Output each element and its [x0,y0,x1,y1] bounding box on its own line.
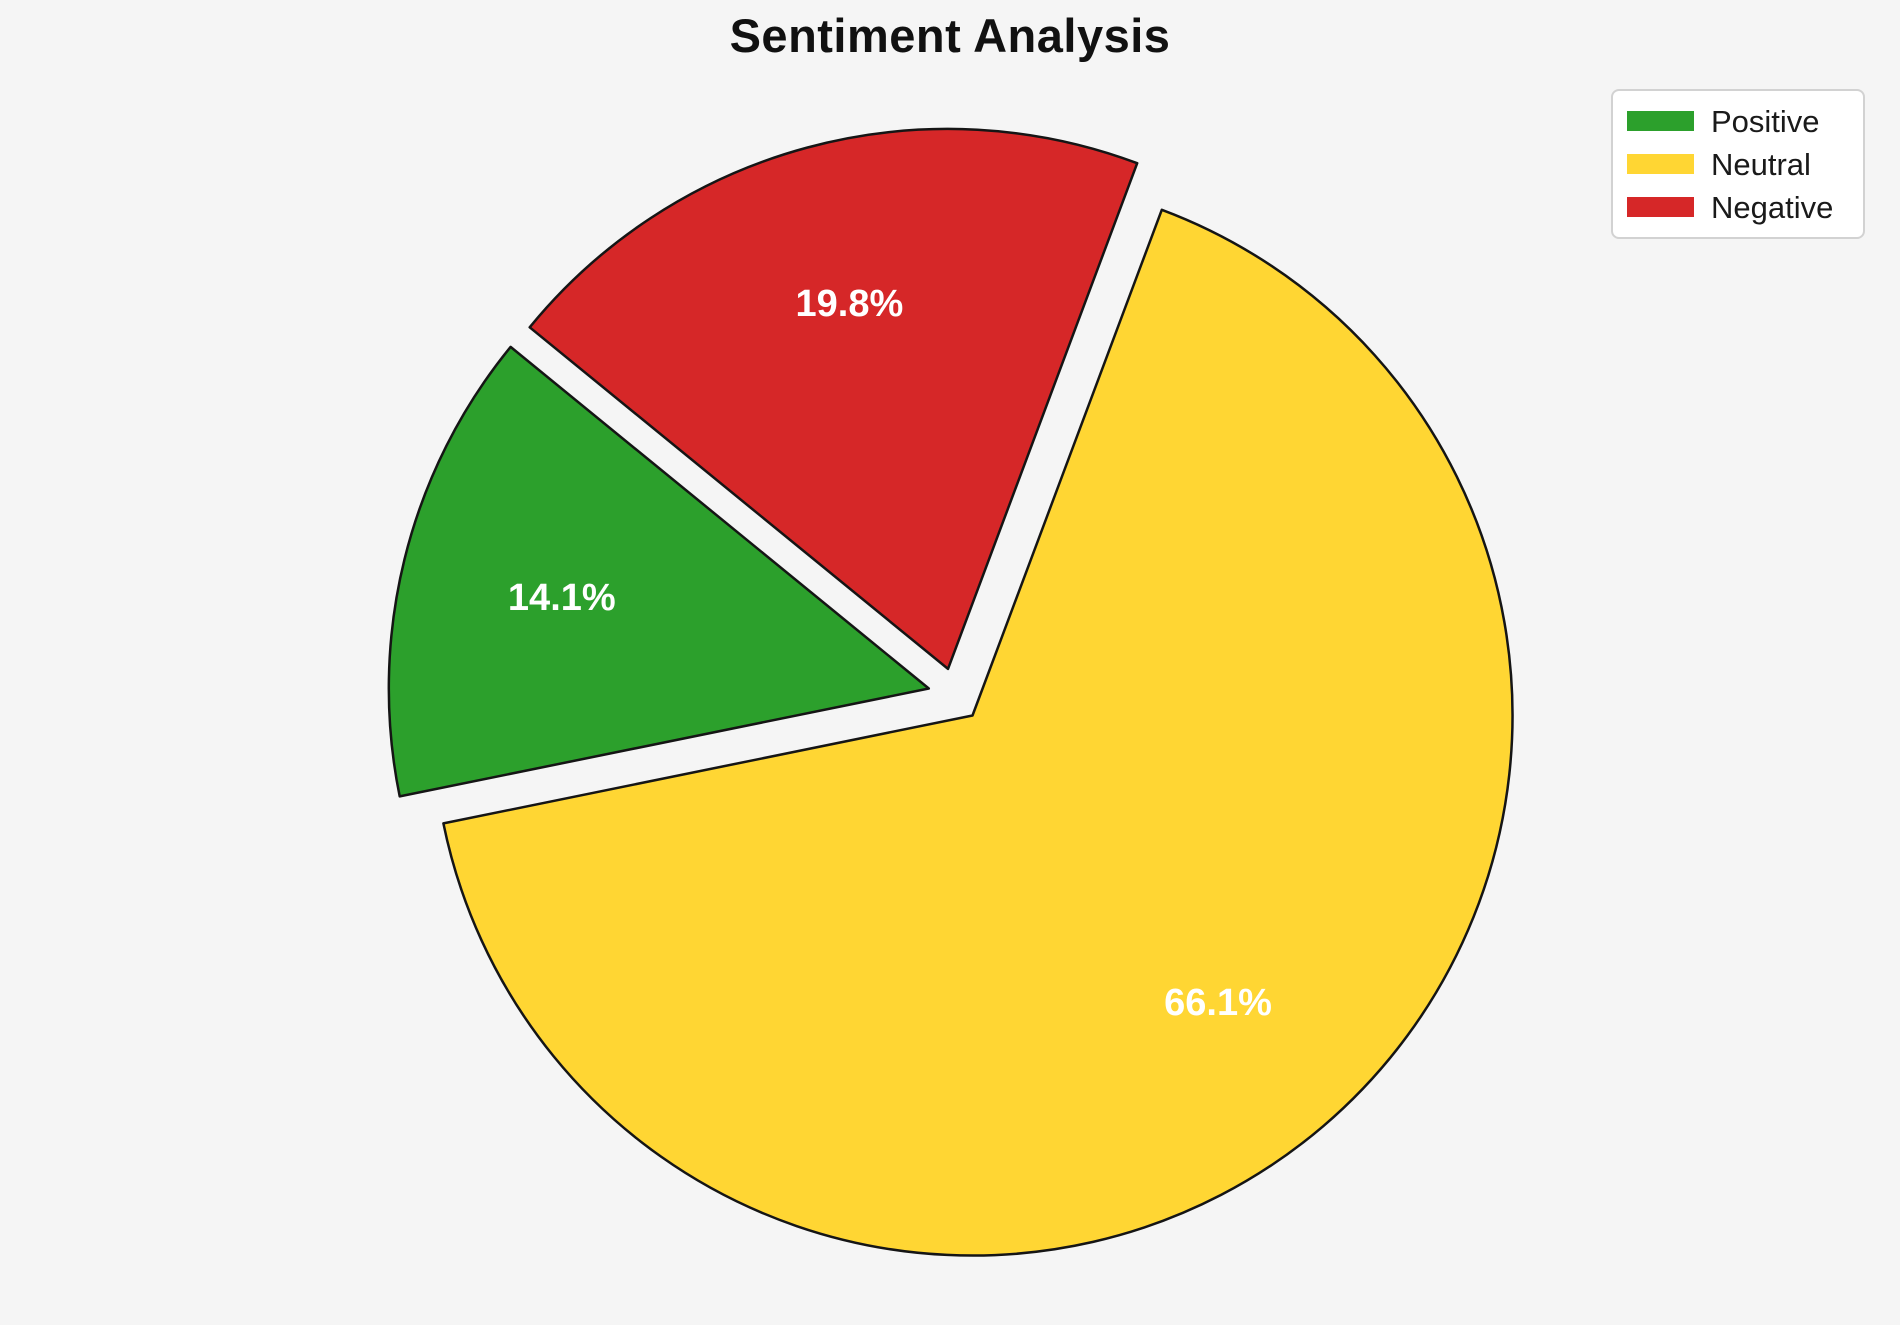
slice-pct-label-negative: 19.8% [796,283,904,325]
legend-label-negative: Negative [1711,189,1834,225]
slice-pct-label-neutral: 66.1% [1164,982,1272,1024]
legend-label-neutral: Neutral [1711,146,1811,182]
slice-pct-label-positive: 14.1% [508,577,616,619]
legend-item-neutral: Neutral [1627,145,1849,183]
legend-item-positive: Positive [1627,102,1849,140]
legend-swatch-neutral [1627,154,1694,174]
chart-title: Sentiment Analysis [729,9,1171,62]
pie-slice-negative [528,127,1139,671]
legend-label-positive: Positive [1711,103,1820,139]
legend: Positive Neutral Negative [1611,89,1865,239]
legend-item-negative: Negative [1627,188,1849,226]
legend-swatch-negative [1627,197,1694,217]
pie-slice-neutral [442,208,1514,1257]
pie-slice-positive [387,345,931,798]
legend-swatch-positive [1627,111,1694,131]
